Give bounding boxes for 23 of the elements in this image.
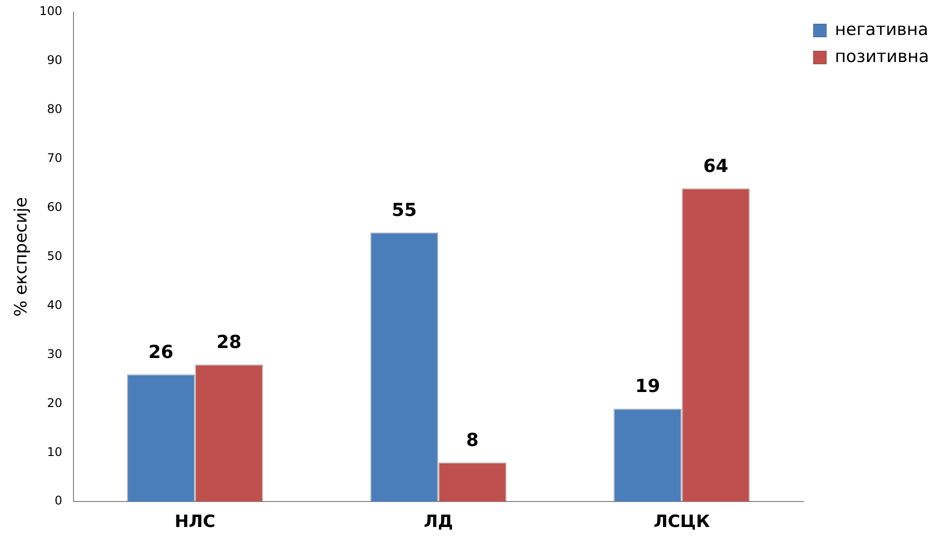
y-tick-label: 90 bbox=[47, 53, 62, 68]
y-tick-label: 80 bbox=[47, 102, 62, 116]
y-tick-label: 100 bbox=[39, 4, 62, 18]
x-tick-label: ЛД bbox=[424, 512, 453, 532]
y-tick-label: 30 bbox=[47, 346, 62, 361]
data-label: 64 bbox=[703, 156, 728, 177]
data-label: 28 bbox=[216, 332, 242, 354]
legend-label: негативна bbox=[834, 20, 928, 40]
y-tick-label: 40 bbox=[47, 298, 62, 312]
y-tick-label: 60 bbox=[47, 200, 62, 214]
y-tick-label: 70 bbox=[47, 151, 62, 166]
y-tick-label: 50 bbox=[47, 248, 62, 263]
data-label: 26 bbox=[148, 342, 174, 363]
data-label: 55 bbox=[392, 200, 417, 221]
y-tick-label: 20 bbox=[47, 396, 62, 410]
data-label: 19 bbox=[635, 376, 660, 398]
y-tick-label: 0 bbox=[54, 494, 62, 508]
x-tick-label: ЛСЦК bbox=[654, 512, 710, 532]
y-axis-title: % експресије bbox=[12, 197, 32, 317]
data-label: 8 bbox=[466, 430, 479, 452]
x-tick-label: НЛС bbox=[174, 512, 216, 532]
legend-label: позитивна bbox=[834, 46, 930, 67]
y-tick-label: 10 bbox=[47, 444, 62, 459]
